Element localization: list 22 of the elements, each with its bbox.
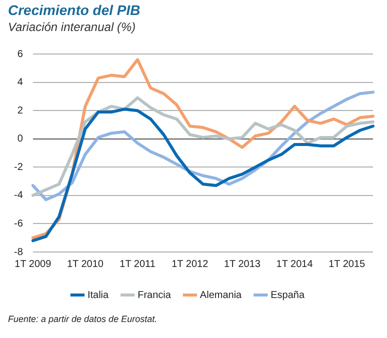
legend-label: Italia [87,290,110,301]
legend-label: Francia [138,290,172,301]
y-tick-label: -2 [14,162,24,173]
y-tick-label: 6 [17,48,24,60]
chart-subtitle: Variación interanual (%) [8,20,136,34]
y-tick-label: 0 [17,134,24,145]
legend-label: España [270,290,305,301]
x-tick-label: 1T 2012 [172,258,209,270]
y-tick-label: 4 [17,77,24,88]
source-note: Fuente: a partir de datos de Eurostat. [8,314,158,324]
x-tick-label: 1T 2014 [276,258,314,270]
y-tick-label: 2 [17,105,24,116]
x-tick-label: 1T 2010 [66,258,104,270]
x-tick-label: 1T 2015 [328,258,366,270]
y-tick-label: -6 [14,218,24,230]
y-tick-label: -4 [14,190,24,202]
y-tick-label: -8 [14,246,24,258]
x-tick-label: 1T 2013 [224,258,261,270]
x-tick-label: 1T 2009 [14,258,52,270]
legend-label: Alemania [200,290,242,301]
chart-title: Crecimiento del PIB [8,2,140,18]
x-tick-label: 1T 2011 [120,258,156,270]
